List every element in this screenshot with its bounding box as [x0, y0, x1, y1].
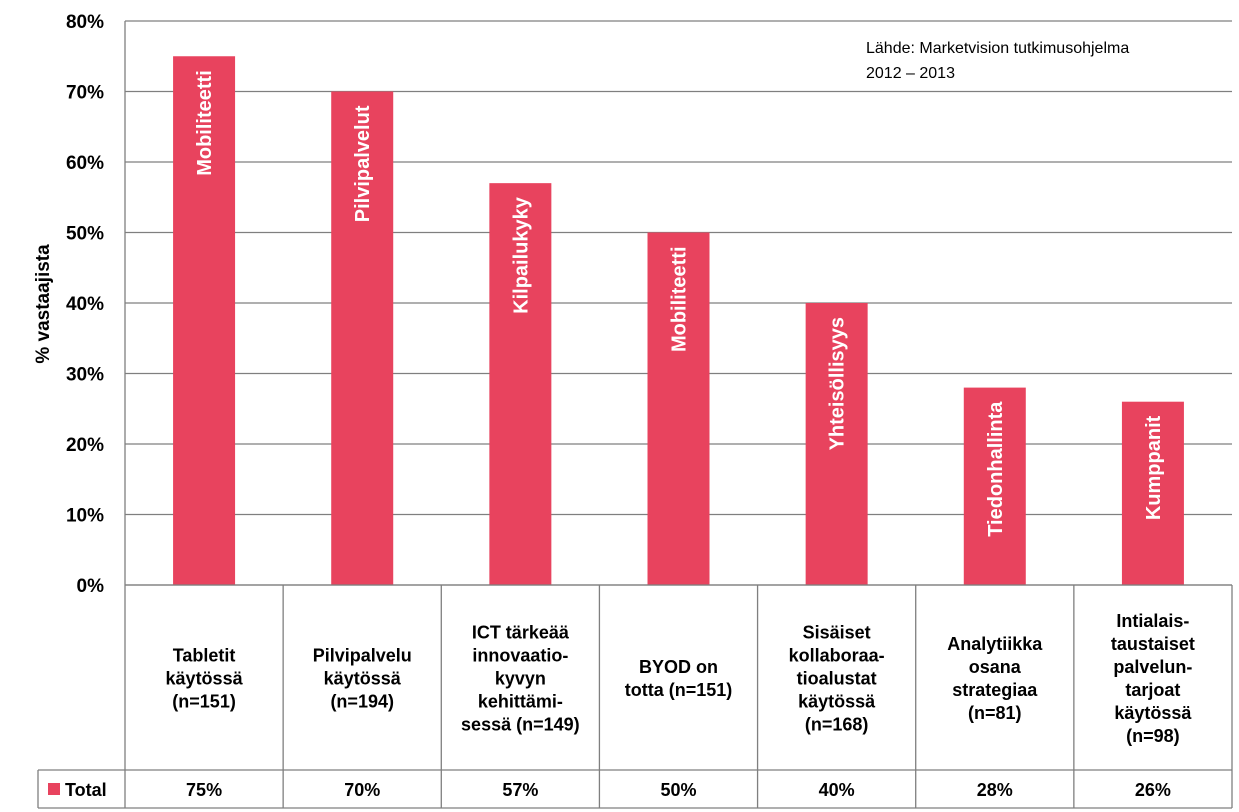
category-label: kollaboraa-: [789, 646, 885, 666]
category-label: käytössä: [324, 669, 402, 689]
data-value-label: 50%: [660, 780, 696, 800]
y-tick-label: 40%: [66, 294, 104, 315]
bar: [647, 232, 710, 585]
source-note-line-2: 2012 – 2013: [866, 65, 955, 82]
legend-series-name: Total: [65, 780, 107, 800]
bar-label: Mobiliteetti: [194, 70, 216, 176]
source-note: Lähde: Marketvision tutkimusohjelma 2012…: [866, 40, 1129, 82]
data-value-label: 40%: [819, 780, 855, 800]
category-label: Analytiikka: [947, 634, 1043, 654]
data-value-label: 75%: [186, 780, 222, 800]
y-tick-label: 20%: [66, 435, 104, 456]
category-label: (n=168): [805, 715, 869, 735]
y-tick-label: 80%: [66, 12, 104, 33]
category-label: osana: [969, 657, 1022, 677]
category-label: Sisäiset: [803, 623, 871, 643]
source-note-line-1: Lähde: Marketvision tutkimusohjelma: [866, 40, 1129, 57]
bar: [805, 303, 868, 585]
bar-label: Yhteisöllisyys: [827, 317, 849, 450]
category-label: BYOD on: [639, 657, 718, 677]
bar-label: Kilpailukyky: [510, 196, 532, 314]
bars: Mobiliteetti Pilvipalvelut Kilpailukyky Mob…: [173, 56, 1184, 585]
data-value-label: 28%: [977, 780, 1013, 800]
y-tick-label: 0%: [77, 576, 105, 597]
bar: [173, 56, 236, 585]
category-label: strategiaa: [952, 680, 1038, 700]
category-label: Intialais-: [1116, 611, 1189, 631]
data-table: Tabletit käytössä (n=151) Pilvipalvelu käytö…: [37, 584, 1233, 809]
bar: [489, 183, 552, 585]
bar-label: Kumppanit: [1143, 415, 1165, 520]
category-label: tioalustat: [797, 669, 877, 689]
category-label: ICT tärkeää: [472, 623, 570, 643]
category-label: (n=98): [1126, 726, 1180, 746]
category-label: kyvyn: [495, 669, 546, 689]
bar-label: Pilvipalvelut: [352, 105, 374, 222]
category-label: käytössä: [1114, 703, 1192, 723]
category-label: tarjoat: [1125, 680, 1180, 700]
category-label: (n=151): [172, 692, 236, 712]
category-label: sessä (n=149): [461, 715, 580, 735]
data-value-label: 57%: [502, 780, 538, 800]
y-axis-ticks: 0% 10% 20% 30% 40% 50% 60% 70% 80%: [66, 12, 104, 597]
y-tick-label: 50%: [66, 224, 104, 245]
category-label: palvelun-: [1113, 657, 1192, 677]
category-label: kehittämi-: [478, 692, 563, 712]
y-tick-label: 70%: [66, 83, 104, 104]
category-label: taustaiset: [1111, 634, 1195, 654]
category-label: (n=81): [968, 703, 1022, 723]
y-tick-label: 60%: [66, 153, 104, 174]
category-label: käytössä: [798, 692, 876, 712]
legend-swatch: [48, 783, 60, 795]
bar: [963, 387, 1026, 585]
category-label: Pilvipalvelu: [313, 646, 412, 666]
y-tick-label: 30%: [66, 365, 104, 386]
category-label: Tabletit: [173, 646, 236, 666]
bar: [331, 91, 394, 585]
category-label: innovaatio-: [472, 646, 568, 666]
bar-label: Mobiliteetti: [669, 247, 691, 353]
data-value-label: 70%: [344, 780, 380, 800]
category-label: (n=194): [330, 692, 394, 712]
category-label: totta (n=151): [625, 680, 733, 700]
category-label: käytössä: [166, 669, 244, 689]
data-value-label: 26%: [1135, 780, 1171, 800]
y-axis-label: % vastaajista: [33, 244, 54, 364]
bar-label: Tiedonhallinta: [985, 401, 1007, 537]
y-tick-label: 10%: [66, 506, 104, 527]
bar: [1121, 401, 1184, 585]
